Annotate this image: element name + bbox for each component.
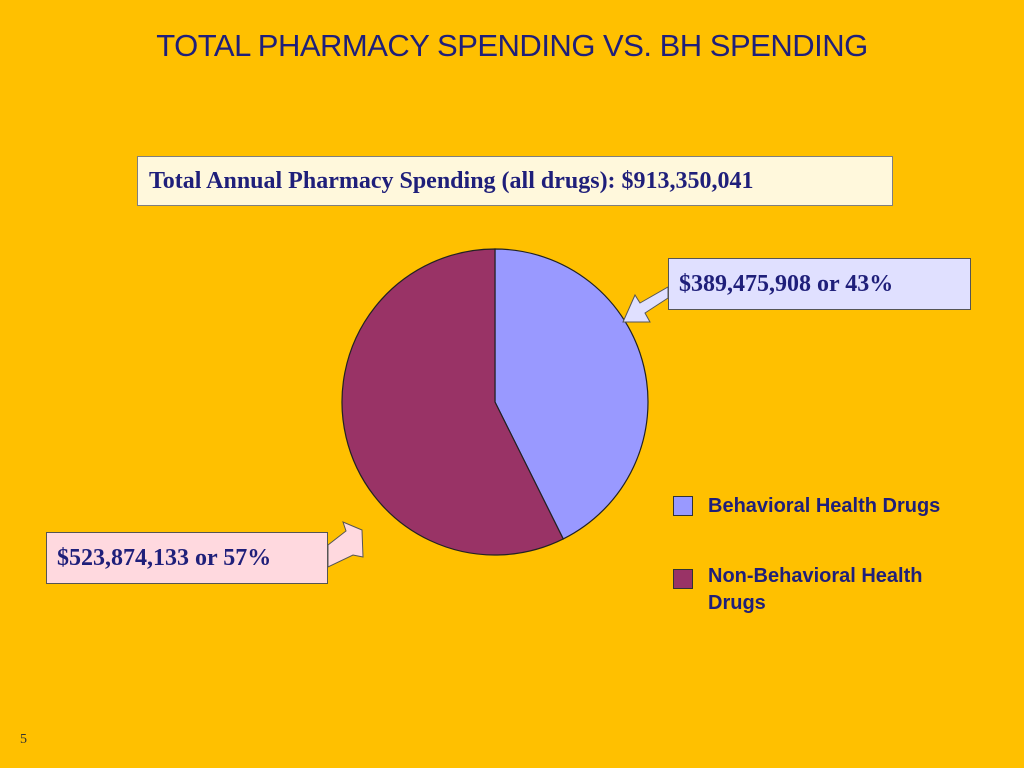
legend-swatch-bh — [673, 496, 693, 516]
callout-nbh-value: $523,874,133 or 57% — [46, 532, 328, 584]
legend-label-nbh: Non-Behavioral Health Drugs — [708, 565, 923, 614]
legend-swatch-nbh — [673, 569, 693, 589]
page-number: 5 — [20, 732, 27, 747]
pie-slice-bh — [494, 248, 649, 540]
pie-slice-nbh — [341, 248, 565, 556]
callout-arrow-bh — [622, 286, 669, 323]
legend-label-bh: Behavioral Health Drugs — [708, 495, 941, 517]
callout-arrow-nbh — [327, 521, 364, 568]
pie-slices — [341, 248, 649, 556]
page-title: TOTAL PHARMACY SPENDING VS. BH SPENDING — [156, 28, 868, 63]
callout-bh-value: $389,475,908 or 43% — [668, 258, 971, 310]
total-spending-box: Total Annual Pharmacy Spending (all drug… — [137, 156, 893, 206]
